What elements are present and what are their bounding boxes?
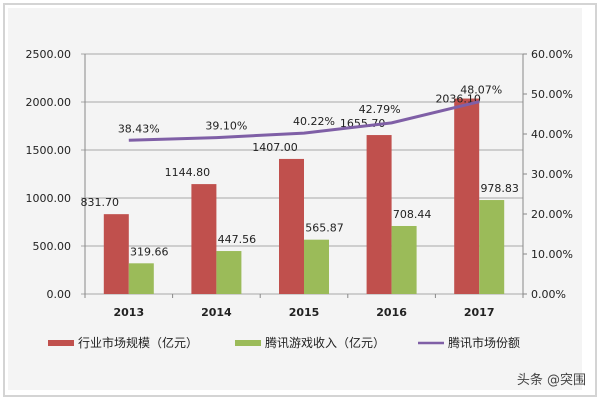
bar-industry-market bbox=[191, 184, 217, 294]
right-tick-label: 0.00% bbox=[531, 288, 566, 301]
bar-tencent-revenue bbox=[304, 239, 329, 294]
bar-tencent-revenue bbox=[479, 200, 505, 294]
right-tick-label: 20.00% bbox=[531, 208, 573, 221]
x-tick-label: 2017 bbox=[464, 306, 495, 319]
x-tick-label: 2013 bbox=[113, 306, 144, 319]
bar-industry-market bbox=[103, 214, 129, 294]
left-tick-label: 2500.00 bbox=[26, 48, 72, 61]
data-label-tencent: 708.44 bbox=[393, 208, 432, 221]
data-label-tencent: 319.66 bbox=[130, 245, 169, 258]
data-label-share: 38.43% bbox=[118, 122, 160, 135]
bar-industry-market bbox=[366, 135, 392, 294]
data-label-share: 40.22% bbox=[293, 115, 335, 128]
right-tick-label: 10.00% bbox=[531, 248, 573, 261]
data-label-tencent: 447.56 bbox=[218, 233, 257, 246]
bar-tencent-revenue bbox=[216, 251, 242, 294]
legend-label: 腾讯游戏收入（亿元） bbox=[265, 335, 385, 350]
data-label-share: 42.79% bbox=[359, 103, 401, 116]
line-tencent-share bbox=[128, 100, 480, 142]
left-tick-label: 2000.00 bbox=[26, 96, 72, 109]
data-label-industry: 2036.10 bbox=[435, 93, 481, 106]
data-label-share: 48.07% bbox=[460, 84, 502, 97]
legend-swatch bbox=[235, 340, 261, 346]
right-tick-label: 30.00% bbox=[531, 168, 573, 181]
watermark: 头条 @突围 bbox=[516, 373, 586, 388]
data-label-tencent: 565.87 bbox=[305, 222, 344, 235]
legend-label: 腾讯市场份额 bbox=[448, 335, 520, 350]
left-tick-label: 500.00 bbox=[33, 240, 72, 253]
left-tick-label: 0.00 bbox=[47, 288, 72, 301]
bar-industry-market bbox=[279, 158, 304, 294]
x-tick-label: 2016 bbox=[376, 306, 407, 319]
data-label-industry: 831.70 bbox=[81, 196, 120, 209]
data-label-industry: 1407.00 bbox=[252, 141, 298, 154]
data-label-share: 39.10% bbox=[205, 120, 247, 133]
left-tick-label: 1500.00 bbox=[26, 144, 72, 157]
x-tick-label: 2015 bbox=[289, 306, 320, 319]
x-tick-label: 2014 bbox=[201, 306, 232, 319]
legend-label: 行业市场规模（亿元） bbox=[78, 335, 198, 350]
bar-industry-market bbox=[454, 98, 480, 295]
right-tick-label: 50.00% bbox=[531, 88, 573, 101]
bar-tencent-revenue bbox=[128, 263, 154, 294]
legend-swatch bbox=[48, 340, 74, 346]
data-label-industry: 1144.80 bbox=[165, 166, 211, 179]
left-tick-label: 1000.00 bbox=[26, 192, 72, 205]
bar-tencent-revenue bbox=[391, 225, 417, 294]
right-tick-label: 60.00% bbox=[531, 48, 573, 61]
right-tick-label: 40.00% bbox=[531, 128, 573, 141]
data-label-tencent: 978.83 bbox=[480, 182, 519, 195]
